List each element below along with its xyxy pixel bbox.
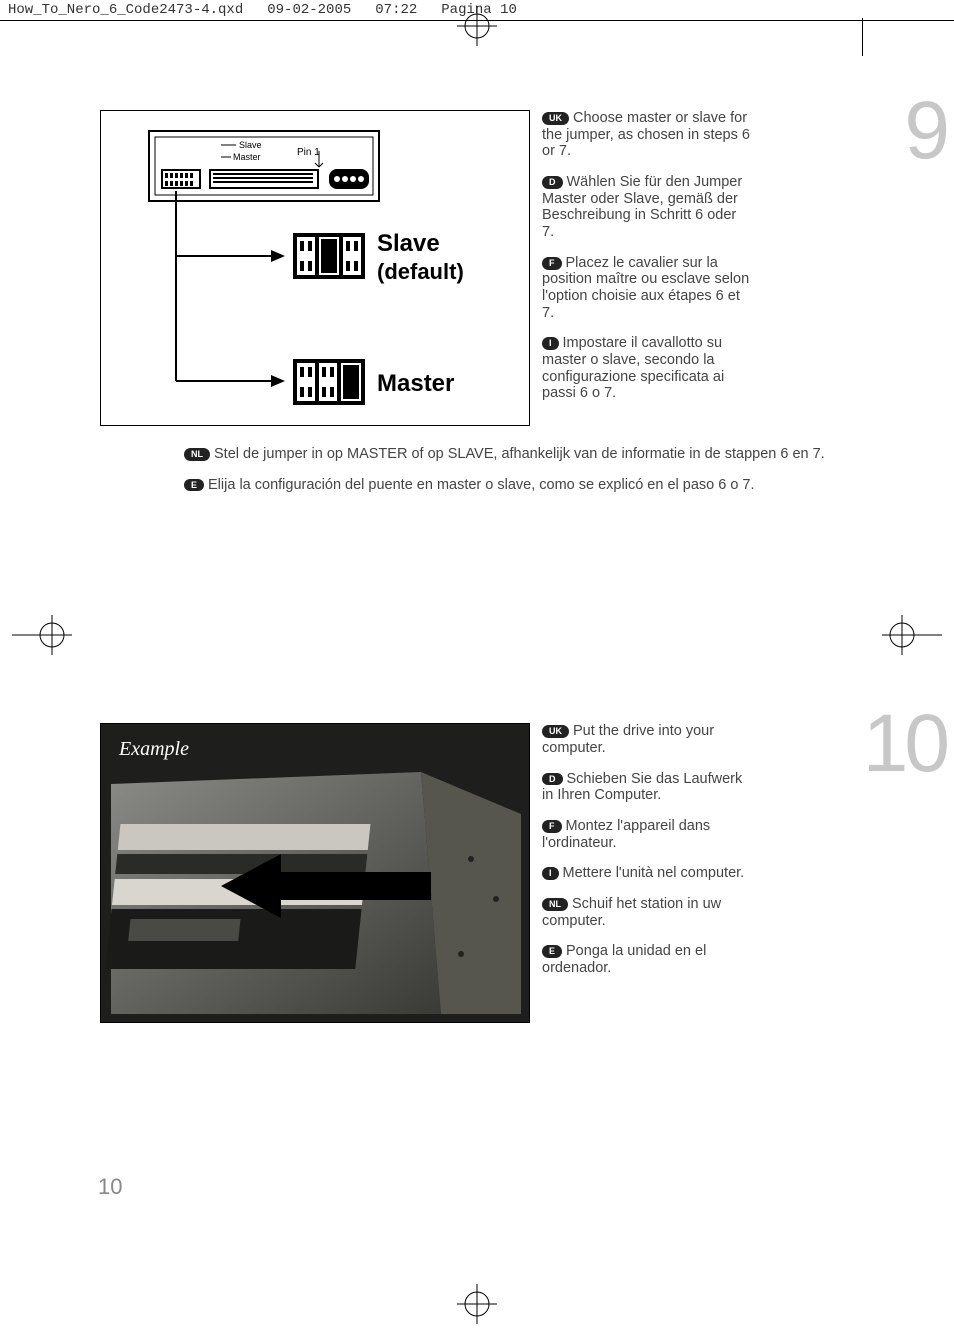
diagram-slave-small: Slave xyxy=(239,140,262,150)
crop-mark-bottom-icon xyxy=(457,1284,497,1324)
header-date: 09-02-2005 xyxy=(267,2,351,18)
badge-e-2: E xyxy=(542,945,562,958)
badge-d-2: D xyxy=(542,773,563,786)
step10-d: DSchieben Sie das Laufwerk in Ihren Comp… xyxy=(542,771,752,804)
step9-f: FPlacez le cavalier sur la position maît… xyxy=(542,255,752,322)
step10-uk: UKPut the drive into your computer. xyxy=(542,723,752,756)
step-number-10: 10 xyxy=(863,697,946,791)
badge-f: F xyxy=(542,257,562,270)
step10-i: IMettere l'unità nel computer. xyxy=(542,865,752,882)
trim-mark xyxy=(862,18,863,56)
badge-i: I xyxy=(542,337,559,350)
step10-f: FMontez l'appareil dans l'ordinateur. xyxy=(542,818,752,851)
badge-i-2: I xyxy=(542,867,559,880)
badge-uk-2: UK xyxy=(542,725,569,738)
badge-uk: UK xyxy=(542,112,569,125)
step9-d: DWählen Sie für den Jumper Master oder S… xyxy=(542,174,752,241)
example-label: Example xyxy=(119,738,189,761)
step9-nl: NLStel de jumper in op MASTER of op SLAV… xyxy=(142,446,860,463)
badge-nl: NL xyxy=(184,448,210,461)
badge-nl-2: NL xyxy=(542,898,568,911)
jumper-diagram: Slave Master Pin 1 xyxy=(100,110,530,426)
step-9-text-column: UKChoose master or slave for the jumper,… xyxy=(542,110,752,416)
step10-nl: NLSchuif het station in uw computer. xyxy=(542,896,752,929)
badge-e: E xyxy=(184,479,204,492)
step-10-section: Example xyxy=(100,723,860,1023)
step-10-text-column: UKPut the drive into your computer. DSch… xyxy=(542,723,752,990)
step-9-below-text: NLStel de jumper in op MASTER of op SLAV… xyxy=(100,446,860,493)
step9-e: EElija la configuración del puente en ma… xyxy=(142,477,860,494)
badge-d: D xyxy=(542,176,563,189)
diagram-default-label: (default) xyxy=(377,259,464,284)
diagram-slave-label: Slave xyxy=(377,230,440,257)
step9-i: IImpostare il cavallotto su master o sla… xyxy=(542,335,752,402)
badge-f-2: F xyxy=(542,820,562,833)
drive-install-photo: Example xyxy=(100,723,530,1023)
header-time: 07:22 xyxy=(375,2,417,18)
step-number-9: 9 xyxy=(904,84,946,178)
step9-uk: UKChoose master or slave for the jumper,… xyxy=(542,110,752,160)
crop-mark-left-icon xyxy=(12,615,72,655)
diagram-pin-label: Pin 1 xyxy=(297,147,320,158)
step10-e: EPonga la unidad en el ordenador. xyxy=(542,943,752,976)
page-number: 10 xyxy=(98,1174,122,1200)
crop-mark-right-icon xyxy=(882,615,942,655)
crop-mark-top-icon xyxy=(457,6,497,46)
header-file: How_To_Nero_6_Code2473-4.qxd xyxy=(8,2,243,18)
diagram-master-small: Master xyxy=(233,152,261,162)
step-9-section: Slave Master Pin 1 xyxy=(100,110,860,493)
diagram-master-label: Master xyxy=(377,370,454,397)
page-content: Slave Master Pin 1 xyxy=(100,110,860,1023)
